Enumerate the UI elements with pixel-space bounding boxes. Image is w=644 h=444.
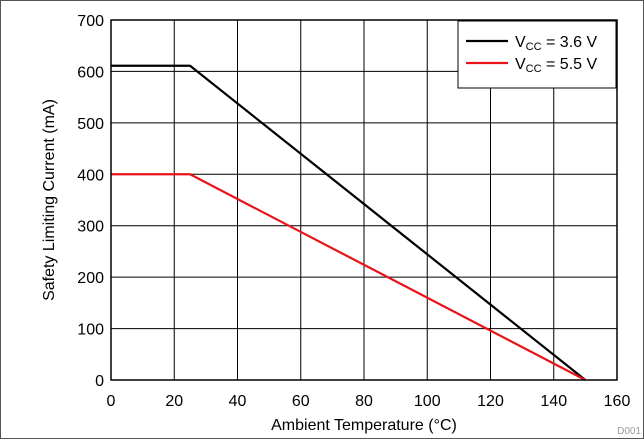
legend-label-1: VCC = 3.6 V: [515, 34, 597, 53]
y-tick-label: 300: [77, 219, 104, 236]
y-tick-label: 0: [95, 373, 104, 390]
series-line-2: [111, 173, 586, 381]
tick-labels: 0 20 40 60 80 100 120 140 160 0 100 200 300 400 500 600…: [77, 13, 630, 410]
x-tick-label: 100: [414, 393, 441, 410]
plot-area-border: [110, 19, 618, 381]
x-tick-label: 140: [540, 393, 567, 410]
x-tick-label: 120: [477, 393, 504, 410]
x-tick-label: 60: [292, 393, 310, 410]
grid: [111, 20, 617, 380]
x-axis-title: Ambient Temperature (°C): [271, 417, 457, 434]
y-tick-label: 600: [77, 64, 104, 81]
figure-id: D001: [617, 426, 641, 437]
y-tick-label: 700: [77, 13, 104, 30]
y-tick-label: 500: [77, 116, 104, 133]
x-tick-label: 20: [165, 393, 183, 410]
legend-label-2: VCC = 5.5 V: [515, 56, 597, 75]
x-tick-label: 0: [107, 393, 116, 410]
y-tick-label: 200: [77, 270, 104, 287]
series-layer: [111, 64, 587, 381]
y-tick-label: 100: [77, 322, 104, 339]
x-tick-label: 160: [604, 393, 631, 410]
legend: VCC = 3.6 V VCC = 5.5 V: [457, 20, 617, 89]
x-tick-label: 40: [229, 393, 247, 410]
legend-box: [457, 20, 617, 89]
series-line-1: [111, 64, 587, 381]
x-tick-label: 80: [355, 393, 373, 410]
y-tick-label: 400: [77, 167, 104, 184]
y-axis-title: Safety Limiting Current (mA): [41, 99, 58, 301]
